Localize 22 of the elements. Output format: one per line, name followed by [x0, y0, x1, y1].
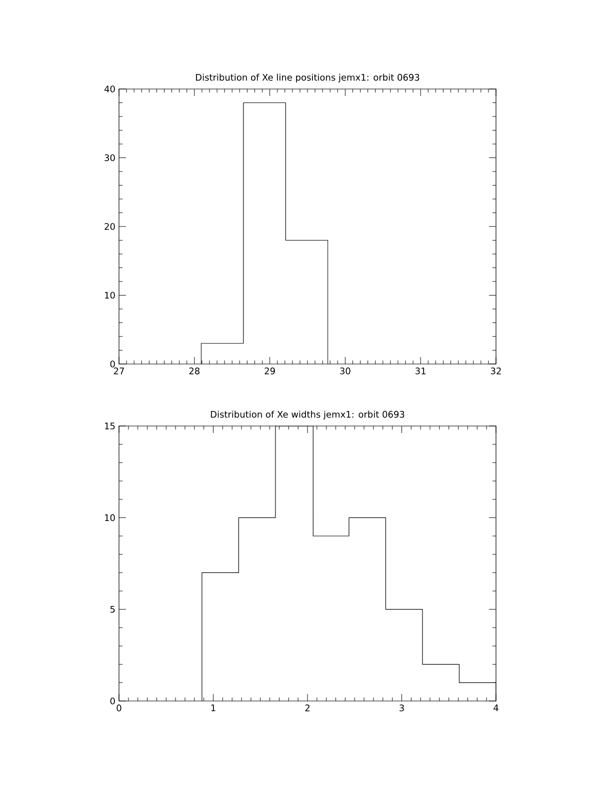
y-tick-label: 5 — [110, 606, 115, 613]
y-tick-label: 30 — [104, 154, 115, 162]
y-tick-label: 10 — [105, 292, 115, 299]
x-tick-label: 4 — [494, 704, 498, 712]
x-tick-label: 3 — [400, 704, 404, 712]
x-tick-label: 30 — [340, 368, 350, 374]
x-tick-label: 31 — [416, 368, 426, 374]
x-tick-label: 29 — [264, 368, 275, 374]
chart-title: Distribution of Xe widths jemx1: orbit 0693 — [210, 410, 404, 420]
y-tick-label: 15 — [105, 422, 115, 430]
y-tick-label: 20 — [104, 223, 115, 230]
y-tick-label: 0 — [110, 360, 115, 368]
x-tick-label: 2 — [305, 704, 310, 712]
chart-title: Distribution of Xe line positions jemx1: orbit 0693 — [196, 74, 420, 82]
x-tick-label: 1 — [211, 704, 216, 712]
y-tick-label: 10 — [105, 514, 115, 522]
x-tick-label: 0 — [116, 704, 122, 712]
x-tick-label: 27 — [114, 368, 124, 374]
y-tick-label: 40 — [104, 86, 115, 92]
x-tick-label: 32 — [490, 368, 501, 374]
x-tick-label: 28 — [189, 368, 200, 374]
y-tick-label: 0 — [110, 698, 115, 704]
